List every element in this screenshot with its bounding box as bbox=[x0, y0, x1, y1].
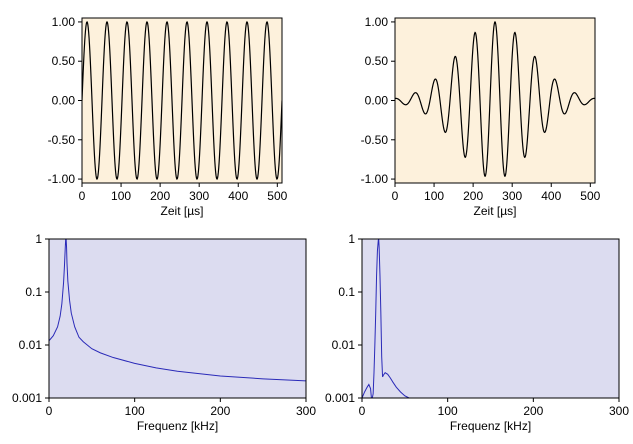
plot-frame bbox=[48, 238, 307, 399]
y-tick-label: -0.50 bbox=[361, 133, 389, 147]
series-line bbox=[395, 20, 595, 177]
plot-area bbox=[362, 239, 619, 398]
x-axis-label: Frequenz [kHz] bbox=[450, 419, 531, 433]
x-tick-label: 100 bbox=[438, 404, 458, 418]
x-axis-label: Frequenz [kHz] bbox=[137, 419, 218, 433]
x-tick-label: 0 bbox=[46, 404, 53, 418]
x-tick-label: 0 bbox=[359, 404, 366, 418]
series-line bbox=[49, 238, 306, 382]
x-tick-label: 200 bbox=[523, 404, 543, 418]
y-tick-label: 0.00 bbox=[52, 94, 76, 108]
chart-bottom-left: 0 100 200 300 1 0.1 0.01 0.001 Frequenz [kHz] bbox=[12, 232, 316, 433]
chart-bottom-right: 0 100 200 300 1 0.1 0.01 0.001 Frequenz [kHz] bbox=[325, 232, 629, 433]
series-line bbox=[82, 20, 282, 181]
y-tick-label: 0.1 bbox=[25, 285, 42, 299]
x-tick-label: 300 bbox=[296, 404, 316, 418]
y-tick-label: 1 bbox=[348, 232, 355, 246]
x-tick-label: 100 bbox=[111, 189, 131, 203]
x-tick-label: 400 bbox=[228, 189, 248, 203]
x-tick-label: 100 bbox=[125, 404, 145, 418]
x-tick-label: 300 bbox=[189, 189, 209, 203]
x-tick-label: 200 bbox=[210, 404, 230, 418]
y-tick-label: 1.00 bbox=[365, 15, 389, 29]
y-tick-label: -1.00 bbox=[361, 172, 389, 186]
series-line bbox=[362, 238, 414, 399]
x-tick-label: 500 bbox=[267, 189, 287, 203]
x-tick-label: 200 bbox=[150, 189, 170, 203]
x-tick-label: 100 bbox=[424, 189, 444, 203]
x-tick-label: 400 bbox=[541, 189, 561, 203]
plot-area bbox=[49, 239, 306, 398]
y-tick-label: 0.00 bbox=[365, 94, 389, 108]
y-tick-label: 0.001 bbox=[325, 391, 355, 405]
y-tick-label: 0.50 bbox=[52, 54, 76, 68]
x-tick-label: 300 bbox=[609, 404, 629, 418]
y-tick-label: 0.001 bbox=[12, 391, 42, 405]
y-tick-label: 0.01 bbox=[332, 338, 356, 352]
y-tick-label: -1.00 bbox=[48, 172, 76, 186]
plot-area bbox=[395, 18, 595, 183]
x-tick-label: 0 bbox=[79, 189, 86, 203]
y-tick-label: 1.00 bbox=[52, 15, 76, 29]
chart-top-left: 0 100 200 300 400 500 1.00 0.50 0.00 -0.50 -1.00 Ze… bbox=[48, 15, 288, 218]
x-tick-label: 0 bbox=[392, 189, 399, 203]
chart-top-right: 0 100 200 300 400 500 1.00 0.50 0.00 -0.50 -1.00 Ze… bbox=[361, 15, 601, 218]
x-axis-label: Zeit [µs] bbox=[474, 204, 517, 218]
y-tick-label: 0.1 bbox=[338, 285, 355, 299]
y-tick-label: 0.50 bbox=[365, 54, 389, 68]
y-tick-label: 1 bbox=[35, 232, 42, 246]
x-tick-label: 300 bbox=[502, 189, 522, 203]
y-tick-label: -0.50 bbox=[48, 133, 76, 147]
y-tick-label: 0.01 bbox=[19, 338, 43, 352]
x-axis-label: Zeit [µs] bbox=[161, 204, 204, 218]
x-tick-label: 500 bbox=[580, 189, 600, 203]
plot-frame bbox=[361, 238, 620, 399]
x-tick-label: 200 bbox=[463, 189, 483, 203]
